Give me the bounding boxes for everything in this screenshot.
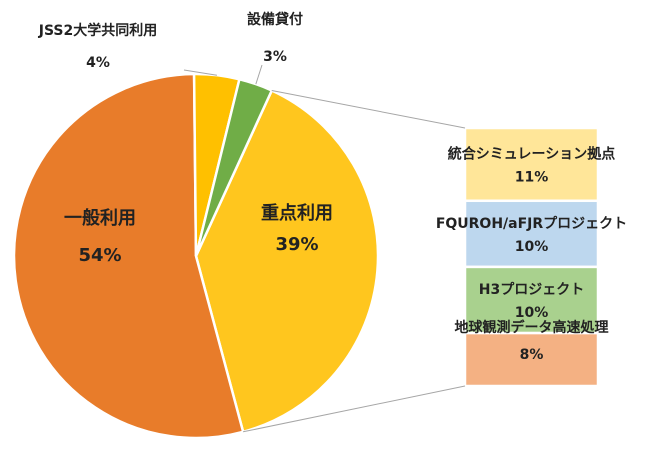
- connector-line-bottom: [243, 385, 466, 433]
- leader-line-jss2: [183, 69, 217, 76]
- pie-label-ippan: 一般利用: [64, 207, 136, 229]
- bar-label-chikyu: 地球観測データ高速処理: [455, 319, 609, 336]
- pie-label-juten: 重点利用: [261, 202, 333, 224]
- pie-slice-juten: [194, 88, 380, 434]
- bar-seg-chikyu: [463, 331, 600, 388]
- bar-value-chikyu: 8%: [520, 347, 544, 363]
- bar-label-tougou: 統合シミュレーション拠点: [448, 145, 615, 162]
- pie-label-setsubi: 設備貸付: [247, 11, 303, 28]
- pie-label-jss2: JSS2大学共同利用: [38, 22, 158, 39]
- bar-seg-fquroh: [463, 199, 600, 269]
- bar-value-fquroh: 10%: [515, 239, 549, 255]
- bar-value-h3: 10%: [515, 305, 549, 321]
- pie-slice-ippan: [12, 72, 245, 440]
- pie-value-juten: 39%: [275, 234, 318, 255]
- bar-value-tougou: 11%: [515, 169, 549, 185]
- bar-label-fquroh: FQUROH/aFJRプロジェクト: [436, 216, 627, 232]
- pie-value-setsubi: 3%: [263, 49, 287, 65]
- pie-slice-setsubi: [194, 77, 274, 257]
- bar-label-h3: H3プロジェクト: [479, 282, 584, 298]
- connector-line-top: [271, 90, 466, 129]
- leader-line-setsubi: [255, 64, 263, 85]
- pie-value-jss2: 4%: [86, 55, 110, 71]
- bar-seg-tougou: [463, 126, 600, 203]
- pie-value-ippan: 54%: [78, 245, 121, 266]
